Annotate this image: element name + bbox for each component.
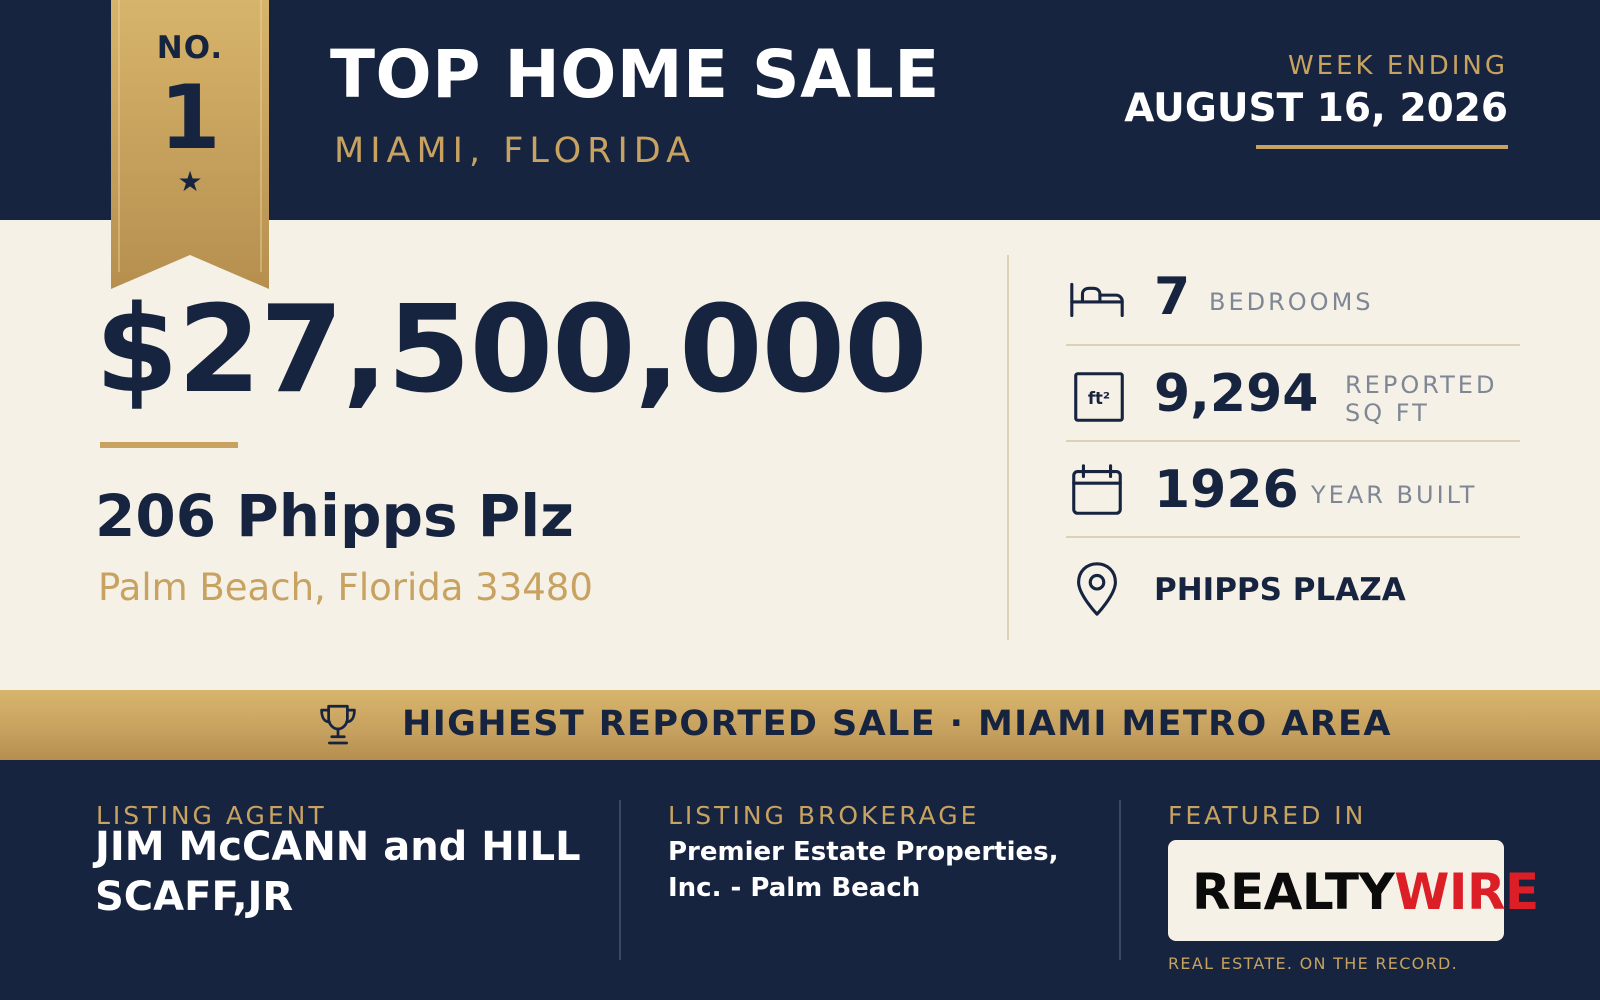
square-feet-label: REPORTED SQ FT — [1345, 371, 1498, 427]
footer-divider — [1119, 800, 1121, 960]
stat-separator — [1066, 440, 1520, 442]
trophy-icon — [313, 700, 363, 750]
highlight-text: HIGHEST REPORTED SALE · MIAMI METRO AREA — [402, 704, 1392, 744]
week-ending-date: AUGUST 16, 2026 — [1124, 86, 1508, 131]
square-feet-value: 9,294 — [1154, 364, 1319, 424]
rank-number: 1 — [159, 66, 221, 169]
bed-icon — [1066, 268, 1128, 330]
date-underline — [1256, 145, 1508, 149]
neighborhood-label: PHIPPS PLAZA — [1154, 572, 1406, 608]
publication-tagline: REAL ESTATE. ON THE RECORD. — [1168, 954, 1458, 973]
page-title: TOP HOME SALE — [330, 36, 940, 113]
listing-agent-label: LISTING AGENT — [96, 801, 327, 830]
ribbon-shape — [111, 0, 269, 289]
year-built-label: YEAR BUILT — [1311, 481, 1478, 509]
star-icon: ★ — [177, 165, 203, 198]
footer-divider — [619, 800, 621, 960]
listing-brokerage-label: LISTING BROKERAGE — [668, 801, 980, 830]
year-built-value: 1926 — [1154, 460, 1299, 520]
rank-prefix: NO. — [156, 30, 224, 66]
publication-logo: REALTYWIRE — [1192, 867, 1539, 917]
details-divider — [1007, 255, 1009, 640]
square-feet-icon: ft² — [1068, 366, 1130, 428]
square-feet-icon-text: ft² — [1088, 389, 1110, 408]
stat-separator — [1066, 344, 1520, 346]
price-underline — [100, 442, 238, 448]
publication-logo-text-red: WIRE — [1394, 863, 1539, 921]
bedrooms-value: 7 — [1154, 267, 1191, 327]
market-location: MIAMI, FLORIDA — [334, 131, 697, 171]
listing-brokerage-name: Premier Estate Properties, Inc. - Palm B… — [668, 837, 1059, 903]
property-details-panel — [0, 220, 1600, 690]
rank-ribbon: NO. 1 ★ — [111, 0, 269, 289]
bedrooms-label: BEDROOMS — [1209, 288, 1374, 316]
property-address: 206 Phipps Plz — [95, 482, 574, 550]
publication-logo-text-black: REALTY — [1192, 863, 1395, 921]
week-ending-label: WEEK ENDING — [1287, 51, 1508, 81]
stat-separator — [1066, 536, 1520, 538]
highlight-band — [0, 690, 1600, 760]
featured-in-label: FEATURED IN — [1168, 801, 1367, 830]
location-pin-icon — [1066, 558, 1128, 620]
listing-agent-name: JIM McCANN and HILL SCAFF,JR — [95, 824, 581, 920]
sale-price: $27,500,000 — [95, 281, 928, 420]
property-city-state-zip: Palm Beach, Florida 33480 — [98, 566, 593, 609]
calendar-icon — [1066, 459, 1128, 521]
publication-logo-card: REALTYWIRE — [1168, 840, 1539, 941]
